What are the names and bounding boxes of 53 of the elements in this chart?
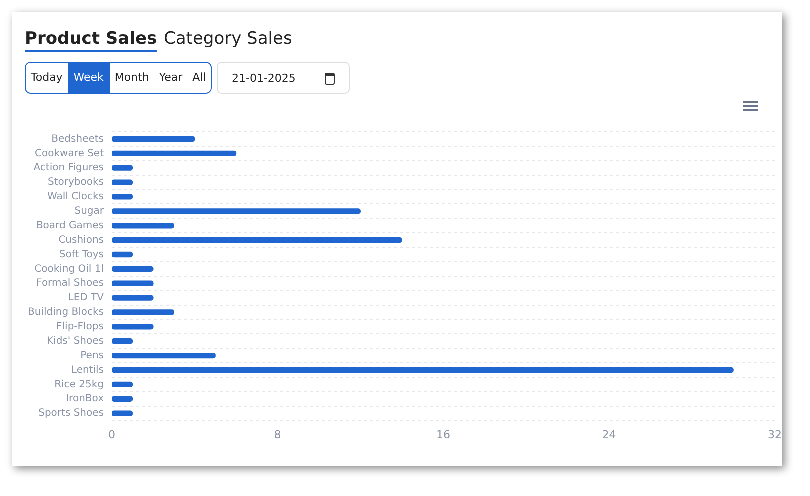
bar [112, 252, 134, 258]
x-tick-label: 8 [274, 428, 282, 442]
text: Year [154, 63, 188, 93]
y-tick-label: Cushions [58, 234, 104, 246]
bar [112, 223, 174, 229]
y-tick-label: Building Blocks [28, 307, 104, 318]
y-tick-label: Soft Toys [59, 249, 104, 260]
text: 21-01-2025 [232, 72, 296, 85]
text: All [188, 63, 212, 93]
chart-title: Product Sales [25, 29, 158, 52]
bar [112, 266, 154, 272]
bar [112, 324, 154, 330]
y-tick-label: Sports Shoes [38, 408, 104, 420]
y-tick-label: Storybooks [48, 177, 104, 188]
x-tick-label: 16 [436, 428, 450, 442]
y-tick-label: Lentils [71, 364, 104, 376]
y-tick-label: Wall Clocks [48, 192, 104, 203]
bar [112, 280, 154, 286]
y-tick-label: Board Games [36, 220, 104, 232]
text: Week [68, 63, 110, 93]
bar [112, 194, 134, 200]
y-tick-label: Cooking Oil 1l [34, 264, 104, 275]
y-tick-label: Cookware Set [35, 148, 104, 160]
bar [112, 396, 134, 402]
bar [112, 237, 402, 244]
y-tick-label: Bedsheets [52, 134, 104, 145]
text: Category Sales [164, 29, 292, 49]
y-tick-label: Flip-Flops [56, 322, 104, 333]
y-tick-label: Formal Shoes [36, 278, 104, 290]
bar [112, 367, 734, 374]
x-tick-label: 0 [108, 428, 116, 442]
x-tick-label: 24 [602, 428, 616, 442]
y-tick-label: Sugar [74, 206, 105, 218]
text: Today [26, 63, 68, 93]
bar [112, 295, 154, 301]
bar [112, 136, 196, 142]
bar [112, 310, 174, 316]
y-tick-label: Action Figures [34, 162, 104, 174]
y-tick-label: Rice 25kg [54, 379, 104, 390]
bar [112, 150, 237, 156]
bar [112, 208, 361, 214]
y-tick-label: IronBox [66, 394, 104, 405]
bar [112, 410, 134, 416]
y-tick-label: LED TV [68, 292, 104, 304]
bar [112, 338, 134, 344]
bar [112, 165, 134, 171]
y-tick-label: Kids' Shoes [47, 336, 104, 347]
y-tick-label: Pens [80, 350, 104, 362]
bar [112, 382, 134, 388]
bar [112, 352, 216, 359]
x-tick-label: 32 [768, 428, 782, 442]
bar [112, 180, 134, 186]
text: Month [110, 63, 154, 93]
